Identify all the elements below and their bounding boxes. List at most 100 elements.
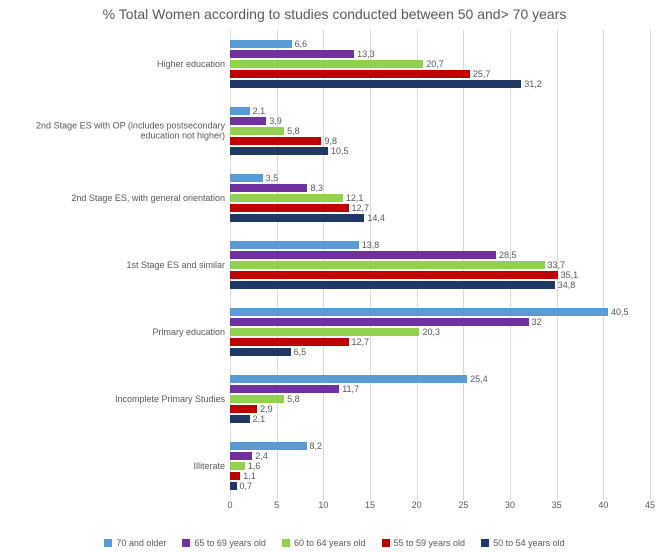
bar-value-label: 2,1 <box>250 106 266 116</box>
legend-label: 50 to 54 years old <box>493 538 565 548</box>
legend-swatch <box>382 539 390 547</box>
bar: 6,5 <box>230 348 291 356</box>
legend-item: 55 to 59 years old <box>382 538 466 548</box>
bar-value-label: 35,1 <box>558 270 579 280</box>
bar-value-label: 20,7 <box>423 59 444 69</box>
bar-value-label: 34,8 <box>555 280 576 290</box>
bar-value-label: 2,1 <box>250 414 266 424</box>
bar: 25,7 <box>230 70 470 78</box>
bar: 11,7 <box>230 385 339 393</box>
bar: 35,1 <box>230 271 558 279</box>
bar-value-label: 8,3 <box>307 183 323 193</box>
bar-value-label: 25,4 <box>467 374 488 384</box>
bar-value-label: 1,6 <box>245 461 261 471</box>
bar: 2,9 <box>230 405 257 413</box>
bar-value-label: 1,1 <box>240 471 256 481</box>
bar-value-label: 33,7 <box>545 260 566 270</box>
bar-value-label: 0,7 <box>237 481 253 491</box>
x-axis-tick-label: 40 <box>598 500 608 510</box>
bar: 12,7 <box>230 204 349 212</box>
bar: 40,5 <box>230 308 608 316</box>
bar-value-label: 3,9 <box>266 116 282 126</box>
bar-value-label: 2,4 <box>252 451 268 461</box>
x-axis-tick-label: 20 <box>412 500 422 510</box>
bar-value-label: 3,5 <box>263 173 279 183</box>
bar: 1,6 <box>230 462 245 470</box>
legend-label: 60 to 64 years old <box>294 538 366 548</box>
x-axis-tick-label: 25 <box>458 500 468 510</box>
chart-plot-area: 051015202530354045 Higher education6,613… <box>230 30 650 500</box>
bar: 12,1 <box>230 194 343 202</box>
bar: 6,6 <box>230 40 292 48</box>
x-axis-tick-label: 5 <box>274 500 279 510</box>
bar: 33,7 <box>230 261 545 269</box>
legend-swatch <box>481 539 489 547</box>
bar: 8,3 <box>230 184 307 192</box>
bar: 31,2 <box>230 80 521 88</box>
bar: 2,4 <box>230 452 252 460</box>
chart-legend: 70 and older 65 to 69 years old 60 to 64 y… <box>0 538 669 548</box>
bar: 13,8 <box>230 241 359 249</box>
category-label: Primary education <box>0 327 230 337</box>
bar: 8,2 <box>230 442 307 450</box>
category-label: Higher education <box>0 58 230 68</box>
bar-value-label: 31,2 <box>521 79 542 89</box>
bar: 3,5 <box>230 174 263 182</box>
legend-item: 65 to 69 years old <box>182 538 266 548</box>
bar: 32 <box>230 318 529 326</box>
x-axis-tick-label: 35 <box>552 500 562 510</box>
legend-item: 50 to 54 years old <box>481 538 565 548</box>
bar: 10,5 <box>230 147 328 155</box>
legend-swatch <box>182 539 190 547</box>
x-axis-tick-label: 10 <box>318 500 328 510</box>
bar: 5,8 <box>230 127 284 135</box>
x-axis-tick-label: 30 <box>505 500 515 510</box>
bar: 25,4 <box>230 375 467 383</box>
bar-value-label: 5,8 <box>284 126 300 136</box>
bar-value-label: 28,5 <box>496 250 517 260</box>
legend-item: 60 to 64 years old <box>282 538 366 548</box>
bar: 1,1 <box>230 472 240 480</box>
bar-value-label: 14,4 <box>364 213 385 223</box>
bar: 34,8 <box>230 281 555 289</box>
bar-value-label: 13,8 <box>359 240 380 250</box>
bar-value-label: 12,7 <box>349 337 370 347</box>
bar-value-label: 8,2 <box>307 441 323 451</box>
category-label: 2nd Stage ES with OP (includes postsecon… <box>0 120 230 141</box>
bar: 14,4 <box>230 214 364 222</box>
legend-label: 55 to 59 years old <box>394 538 466 548</box>
bar-value-label: 2,9 <box>257 404 273 414</box>
bar-value-label: 10,5 <box>328 146 349 156</box>
category-label: 2nd Stage ES, with general orientation <box>0 193 230 203</box>
x-axis-tick-label: 0 <box>227 500 232 510</box>
chart-container: % Total Women according to studies condu… <box>0 0 669 552</box>
chart-title: % Total Women according to studies condu… <box>0 0 669 22</box>
bar-value-label: 11,7 <box>339 384 359 394</box>
bar: 2,1 <box>230 415 250 423</box>
bar-value-label: 25,7 <box>470 69 491 79</box>
bar-value-label: 12,7 <box>349 203 370 213</box>
bar-value-label: 6,5 <box>291 347 307 357</box>
bar: 13,3 <box>230 50 354 58</box>
bar: 20,7 <box>230 60 423 68</box>
bar-value-label: 32 <box>529 317 542 327</box>
bar: 3,9 <box>230 117 266 125</box>
bar-value-label: 13,3 <box>354 49 375 59</box>
bar: 0,7 <box>230 482 237 490</box>
category-label: Illiterate <box>0 461 230 471</box>
x-axis-tick-label: 15 <box>365 500 375 510</box>
category-label: 1st Stage ES and similar <box>0 260 230 270</box>
gridline <box>650 30 651 500</box>
legend-swatch <box>104 539 112 547</box>
bar-value-label: 9,8 <box>321 136 337 146</box>
legend-swatch <box>282 539 290 547</box>
bar: 2,1 <box>230 107 250 115</box>
legend-item: 70 and older <box>104 538 166 548</box>
gridline <box>603 30 604 500</box>
bar-value-label: 6,6 <box>292 39 308 49</box>
legend-label: 65 to 69 years old <box>194 538 266 548</box>
bar: 9,8 <box>230 137 321 145</box>
x-axis-tick-label: 45 <box>645 500 655 510</box>
bar-value-label: 20,3 <box>419 327 440 337</box>
bar-value-label: 12,1 <box>343 193 364 203</box>
